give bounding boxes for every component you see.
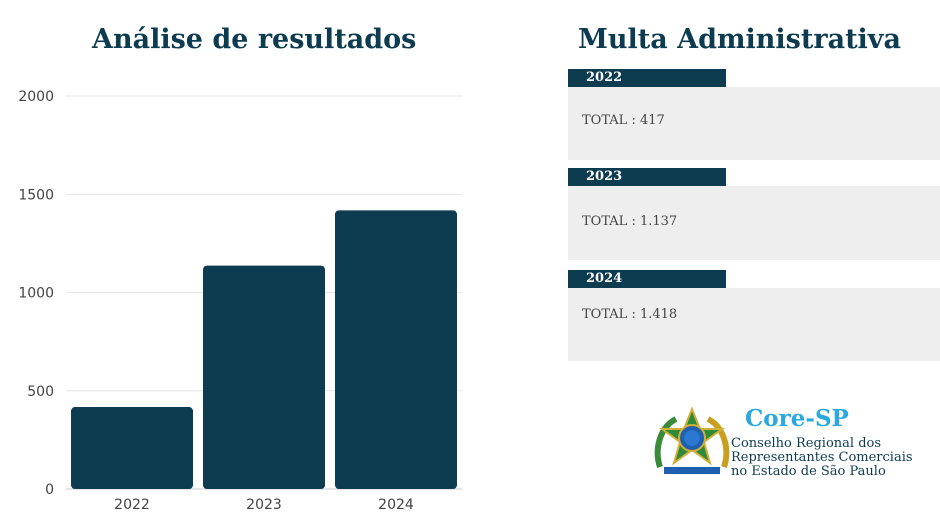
bar-chart: 0 500 1000 1500 2000 2022 2023 2024 xyxy=(18,89,462,513)
y-tick-label: 2000 xyxy=(18,89,54,105)
year-total: TOTAL : 1.418 xyxy=(582,307,678,322)
year-total: TOTAL : 417 xyxy=(582,113,665,128)
year-tab: 2022 xyxy=(568,69,726,87)
logo-title: Core-SP xyxy=(745,405,849,432)
year-box: TOTAL : 1.137 xyxy=(568,186,940,260)
coat-of-arms-icon xyxy=(654,406,730,474)
logo-subtitle-line: Conselho Regional dos xyxy=(731,436,882,451)
x-tick-label: 2024 xyxy=(378,497,414,513)
x-tick-label: 2022 xyxy=(114,497,150,513)
year-tab: 2024 xyxy=(568,270,726,288)
chart-title: Análise de resultados xyxy=(92,24,417,55)
year-total: TOTAL : 1.137 xyxy=(582,214,678,229)
bar-2023 xyxy=(203,265,325,489)
y-tick-label: 1500 xyxy=(18,187,54,203)
logo-subtitle-line: Representantes Comerciais xyxy=(731,450,913,465)
year-box: TOTAL : 1.418 xyxy=(568,288,940,361)
y-axis: 0 500 1000 1500 2000 xyxy=(18,89,54,498)
year-tab: 2023 xyxy=(568,168,726,186)
bar-2022 xyxy=(71,407,193,489)
panel-title: Multa Administrativa xyxy=(578,24,901,55)
x-tick-label: 2023 xyxy=(246,497,282,513)
bars xyxy=(71,210,457,489)
logo-subtitle-line: no Estado de São Paulo xyxy=(731,464,886,479)
bar-2024 xyxy=(335,210,457,489)
y-tick-label: 1000 xyxy=(18,286,54,302)
year-box: TOTAL : 417 xyxy=(568,87,940,160)
y-tick-label: 500 xyxy=(27,384,54,400)
x-axis: 2022 2023 2024 xyxy=(114,497,414,513)
y-tick-label: 0 xyxy=(45,482,54,498)
